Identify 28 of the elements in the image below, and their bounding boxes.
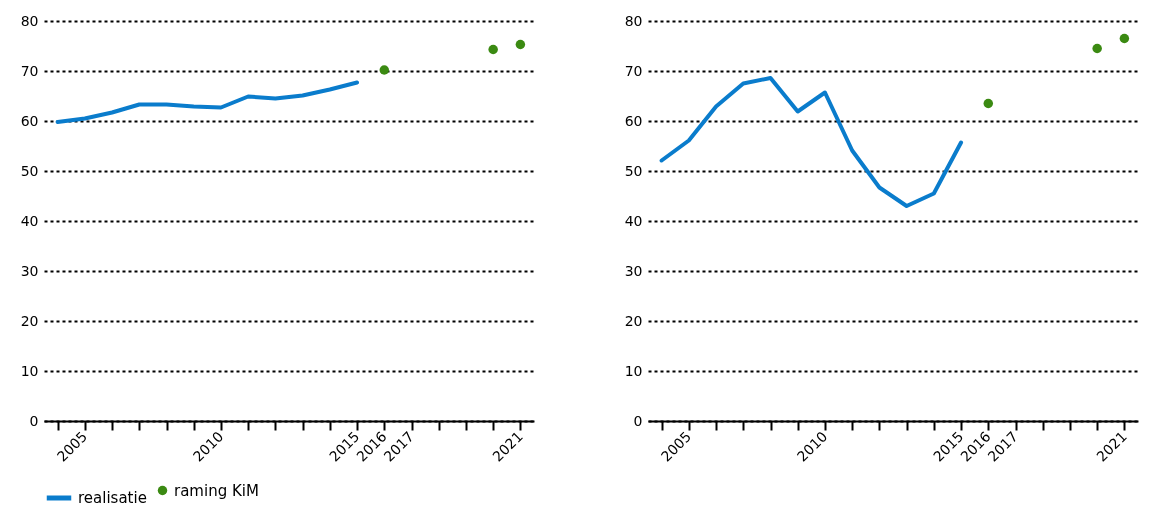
y-tick-label: 60	[20, 112, 39, 129]
y-tick-label: 40	[20, 212, 39, 229]
legend-label: raming KiM	[174, 481, 259, 500]
point	[983, 98, 994, 109]
y-tick-label: 70	[20, 62, 39, 79]
line-series	[55, 80, 360, 124]
line-series	[659, 76, 964, 208]
point	[488, 44, 498, 55]
y-tick-label: 0	[29, 412, 39, 429]
y-tick-label: 0	[633, 412, 643, 429]
y-tick-label: 10	[20, 362, 39, 379]
y-tick-label: 20	[624, 312, 643, 329]
y-tick-label: 30	[624, 262, 643, 279]
y-tick-label: 80	[624, 12, 643, 29]
point	[515, 39, 526, 50]
y-tick-label: 40	[624, 212, 643, 229]
y-tick-label: 50	[20, 162, 39, 179]
y-tick-label: 10	[624, 362, 643, 379]
point	[379, 65, 390, 75]
y-tick-label: 50	[624, 162, 643, 179]
y-tick-label: 60	[624, 112, 643, 129]
y-tick-label: 70	[624, 62, 643, 79]
point	[1092, 43, 1102, 54]
legend-label: realisatie	[78, 489, 147, 507]
y-tick-label: 30	[20, 262, 39, 279]
point	[1119, 33, 1130, 44]
y-tick-label: 20	[20, 312, 39, 329]
y-tick-label: 80	[20, 12, 39, 29]
